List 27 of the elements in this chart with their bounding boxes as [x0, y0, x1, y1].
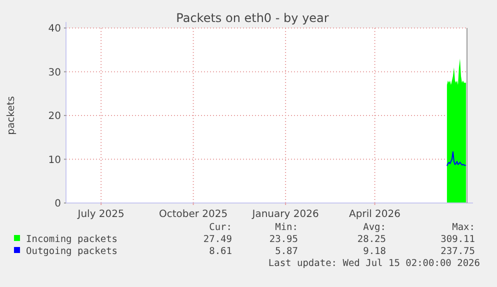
- y-tick-label: 10: [48, 154, 61, 166]
- text: Avg:: [363, 222, 386, 233]
- x-tick-label: January 2026: [251, 209, 319, 220]
- text: Max:: [452, 222, 475, 233]
- text: 9.18: [363, 246, 386, 257]
- x-tick-label: April 2026: [349, 209, 401, 220]
- y-tick-label: 40: [48, 24, 61, 34]
- y-tick-label: 0: [54, 198, 61, 210]
- legend-label: Outgoing packets: [26, 246, 118, 257]
- text: 23.95: [269, 234, 298, 245]
- text: 309.11: [440, 234, 476, 245]
- line-series: [446, 151, 466, 166]
- text: 8.61: [209, 246, 232, 257]
- text: 5.87: [275, 246, 298, 257]
- y-tick-label: 20: [48, 111, 61, 122]
- legend-label: Incoming packets: [26, 234, 118, 245]
- text: 28.25: [357, 234, 386, 245]
- text: 27.49: [203, 234, 232, 245]
- y-axis-title: packets: [6, 96, 17, 135]
- text: 237.75: [440, 246, 475, 257]
- x-tick-label: July 2025: [76, 209, 124, 220]
- text: Last update: Wed Jul 15 02:00:00 2026: [268, 258, 480, 269]
- x-tick-label: October 2025: [158, 209, 228, 220]
- text: Cur:: [209, 222, 232, 233]
- text: Min:: [275, 222, 298, 233]
- y-tick-label: 30: [48, 67, 61, 78]
- chart-title: Packets on eth0 - by year: [176, 11, 329, 25]
